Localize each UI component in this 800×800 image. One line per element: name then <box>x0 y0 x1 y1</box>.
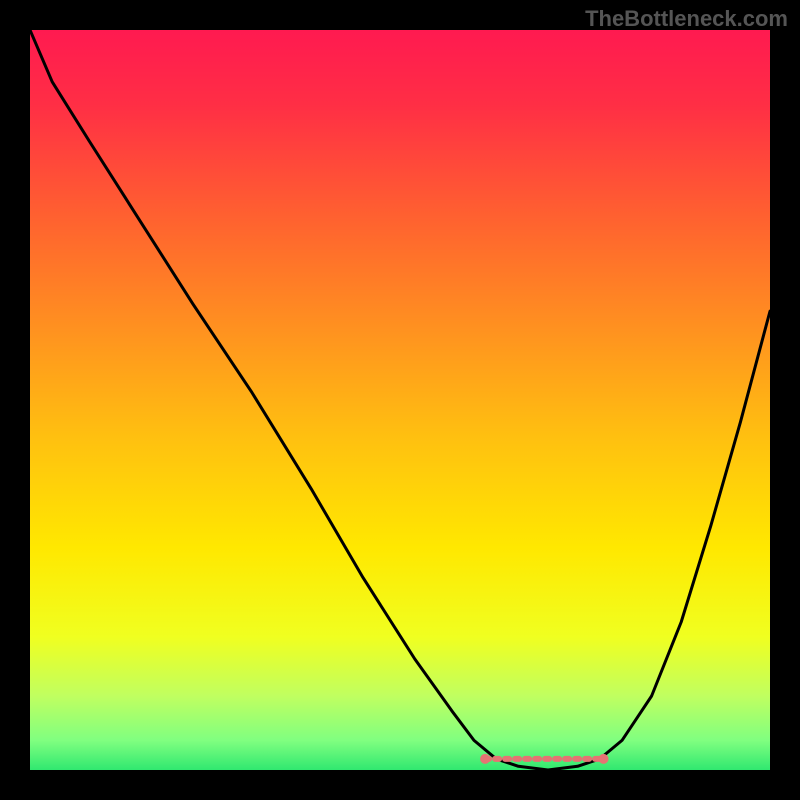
plot-area <box>30 30 770 770</box>
flat-region-right-cap <box>599 754 609 764</box>
watermark-text: TheBottleneck.com <box>585 6 788 32</box>
curve-overlay <box>30 30 770 770</box>
flat-region-left-cap <box>480 754 490 764</box>
bottleneck-curve <box>30 30 770 770</box>
chart-container: TheBottleneck.com <box>0 0 800 800</box>
